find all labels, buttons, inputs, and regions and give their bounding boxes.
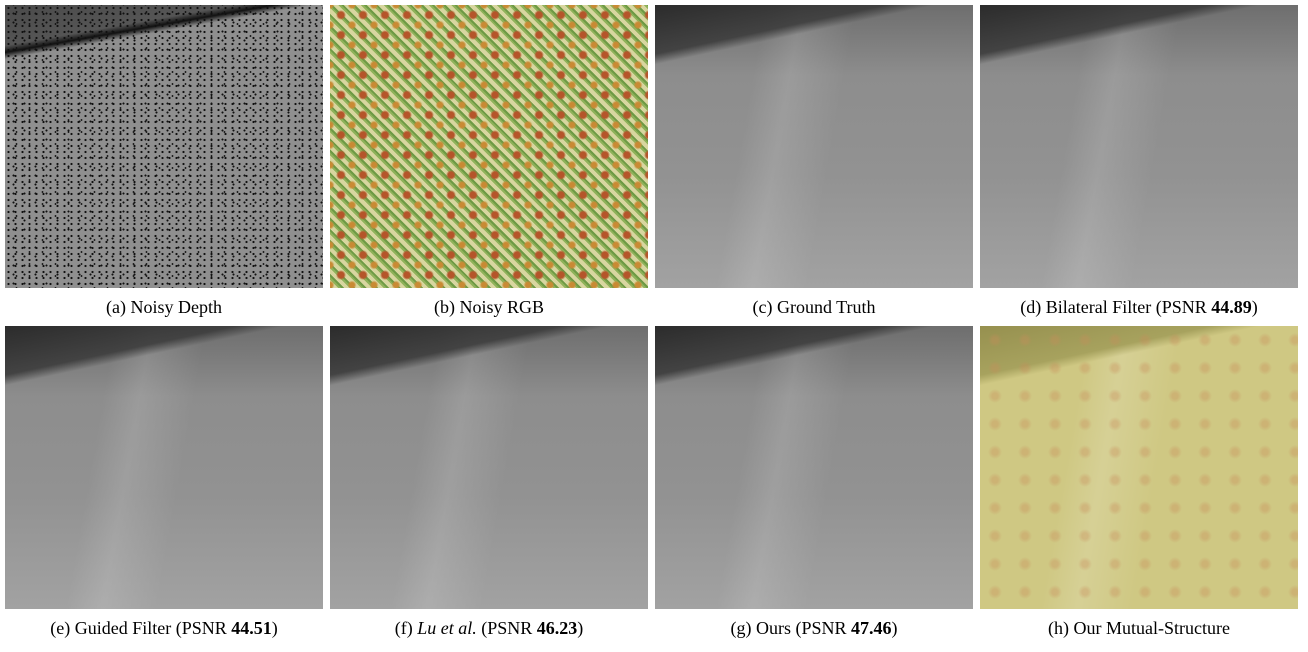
panel: (h) Our Mutual-Structure xyxy=(980,326,1298,639)
method-name: Lu et al. xyxy=(417,618,477,638)
psnr-close: ) xyxy=(272,618,278,638)
caption-label: (f) xyxy=(395,618,413,638)
panel-image xyxy=(655,5,973,288)
caption-label: (d) xyxy=(1020,297,1041,317)
caption: (h) Our Mutual-Structure xyxy=(980,618,1298,639)
psnr-close: ) xyxy=(577,618,583,638)
psnr-value: 44.51 xyxy=(231,618,272,638)
caption-label: (b) xyxy=(434,297,455,317)
panel-image xyxy=(330,5,648,288)
psnr-close: ) xyxy=(892,618,898,638)
panel-image xyxy=(5,5,323,288)
caption-label: (g) xyxy=(730,618,751,638)
psnr-open: (PSNR xyxy=(176,618,227,638)
caption-label: (c) xyxy=(752,297,772,317)
method-name: Guided Filter xyxy=(75,618,172,638)
panel: (g) Ours (PSNR 47.46) xyxy=(655,326,973,639)
caption: (f) Lu et al. (PSNR 46.23) xyxy=(330,618,648,639)
psnr-value: 46.23 xyxy=(537,618,578,638)
psnr-open: (PSNR xyxy=(1156,297,1207,317)
method-name: Our Mutual-Structure xyxy=(1074,618,1230,638)
method-name: Ours xyxy=(756,618,791,638)
panel-image xyxy=(5,326,323,609)
panel-image xyxy=(980,5,1298,288)
method-name: Ground Truth xyxy=(777,297,876,317)
panel: (c) Ground Truth xyxy=(655,5,973,318)
psnr-open: (PSNR xyxy=(795,618,846,638)
caption: (g) Ours (PSNR 47.46) xyxy=(655,618,973,639)
figure-page: (a) Noisy Depth (b) Noisy RGB (c) Ground T… xyxy=(0,0,1308,652)
method-name: Noisy RGB xyxy=(459,297,544,317)
panel-image xyxy=(330,326,648,609)
panel-image xyxy=(655,326,973,609)
method-name: Noisy Depth xyxy=(130,297,222,317)
psnr-value: 47.46 xyxy=(851,618,892,638)
caption: (e) Guided Filter (PSNR 44.51) xyxy=(5,618,323,639)
panel-image xyxy=(980,326,1298,609)
method-name: Bilateral Filter xyxy=(1046,297,1151,317)
caption-label: (h) xyxy=(1048,618,1069,638)
panel: (a) Noisy Depth xyxy=(5,5,323,318)
psnr-open: (PSNR xyxy=(481,618,532,638)
caption: (d) Bilateral Filter (PSNR 44.89) xyxy=(980,297,1298,318)
caption-label: (a) xyxy=(106,297,126,317)
caption-label: (e) xyxy=(50,618,70,638)
caption: (b) Noisy RGB xyxy=(330,297,648,318)
panel: (f) Lu et al. (PSNR 46.23) xyxy=(330,326,648,639)
panel: (e) Guided Filter (PSNR 44.51) xyxy=(5,326,323,639)
panel: (b) Noisy RGB xyxy=(330,5,648,318)
psnr-close: ) xyxy=(1252,297,1258,317)
panel: (d) Bilateral Filter (PSNR 44.89) xyxy=(980,5,1298,318)
caption: (a) Noisy Depth xyxy=(5,297,323,318)
psnr-value: 44.89 xyxy=(1211,297,1252,317)
caption: (c) Ground Truth xyxy=(655,297,973,318)
